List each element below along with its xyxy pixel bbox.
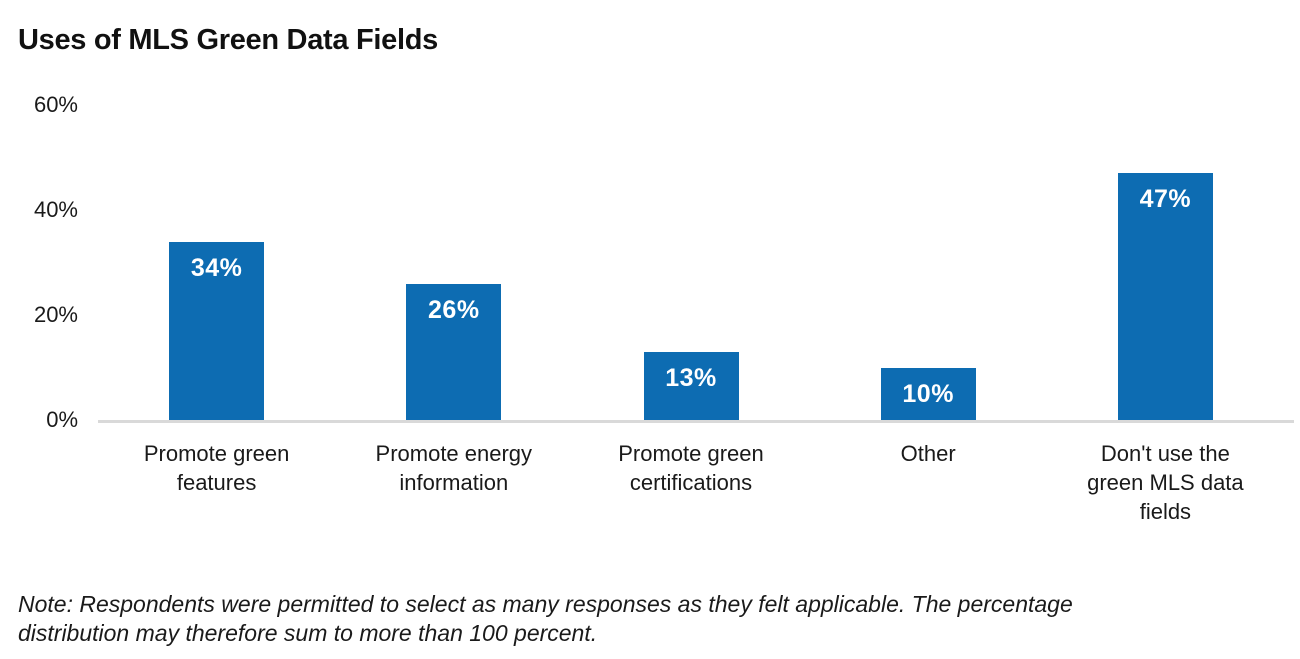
bar-value-label: 26% bbox=[428, 295, 480, 324]
x-axis-category-label: Promote energy information bbox=[375, 441, 533, 495]
y-axis-tick-label: 20% bbox=[33, 302, 78, 327]
bar-value-label: 13% bbox=[665, 363, 717, 392]
bar-value-label: 10% bbox=[902, 379, 954, 408]
chart-footnote: Note: Respondents were permitted to sele… bbox=[18, 591, 1073, 646]
bar-value-label: 47% bbox=[1139, 185, 1192, 214]
x-axis-line bbox=[98, 420, 1294, 423]
bar-1: 34% bbox=[169, 241, 265, 420]
chart-title: Uses of MLS Green Data Fields bbox=[18, 24, 438, 56]
bar-value-label: 34% bbox=[190, 253, 243, 282]
x-axis-category-label: Promote green features bbox=[143, 441, 290, 495]
y-axis-tick-label: 40% bbox=[33, 197, 78, 222]
bar-2: 26% bbox=[406, 283, 502, 420]
y-axis-tick-label: 0% bbox=[46, 407, 78, 432]
bar-3: 13% bbox=[643, 351, 739, 420]
bar-4: 10% bbox=[880, 367, 976, 420]
x-axis-category-label: Don't use the green MLS data fields bbox=[1087, 441, 1244, 524]
x-axis-category-label: Other bbox=[900, 441, 956, 466]
bar-5: 47% bbox=[1117, 173, 1213, 420]
y-axis-tick-label: 60% bbox=[33, 92, 78, 117]
x-axis-category-label: Promote green certifications bbox=[618, 441, 764, 495]
bar-chart-plot-area: 0% 20% 40% 60% 34% Promote green features 26% P… bbox=[33, 92, 1294, 524]
